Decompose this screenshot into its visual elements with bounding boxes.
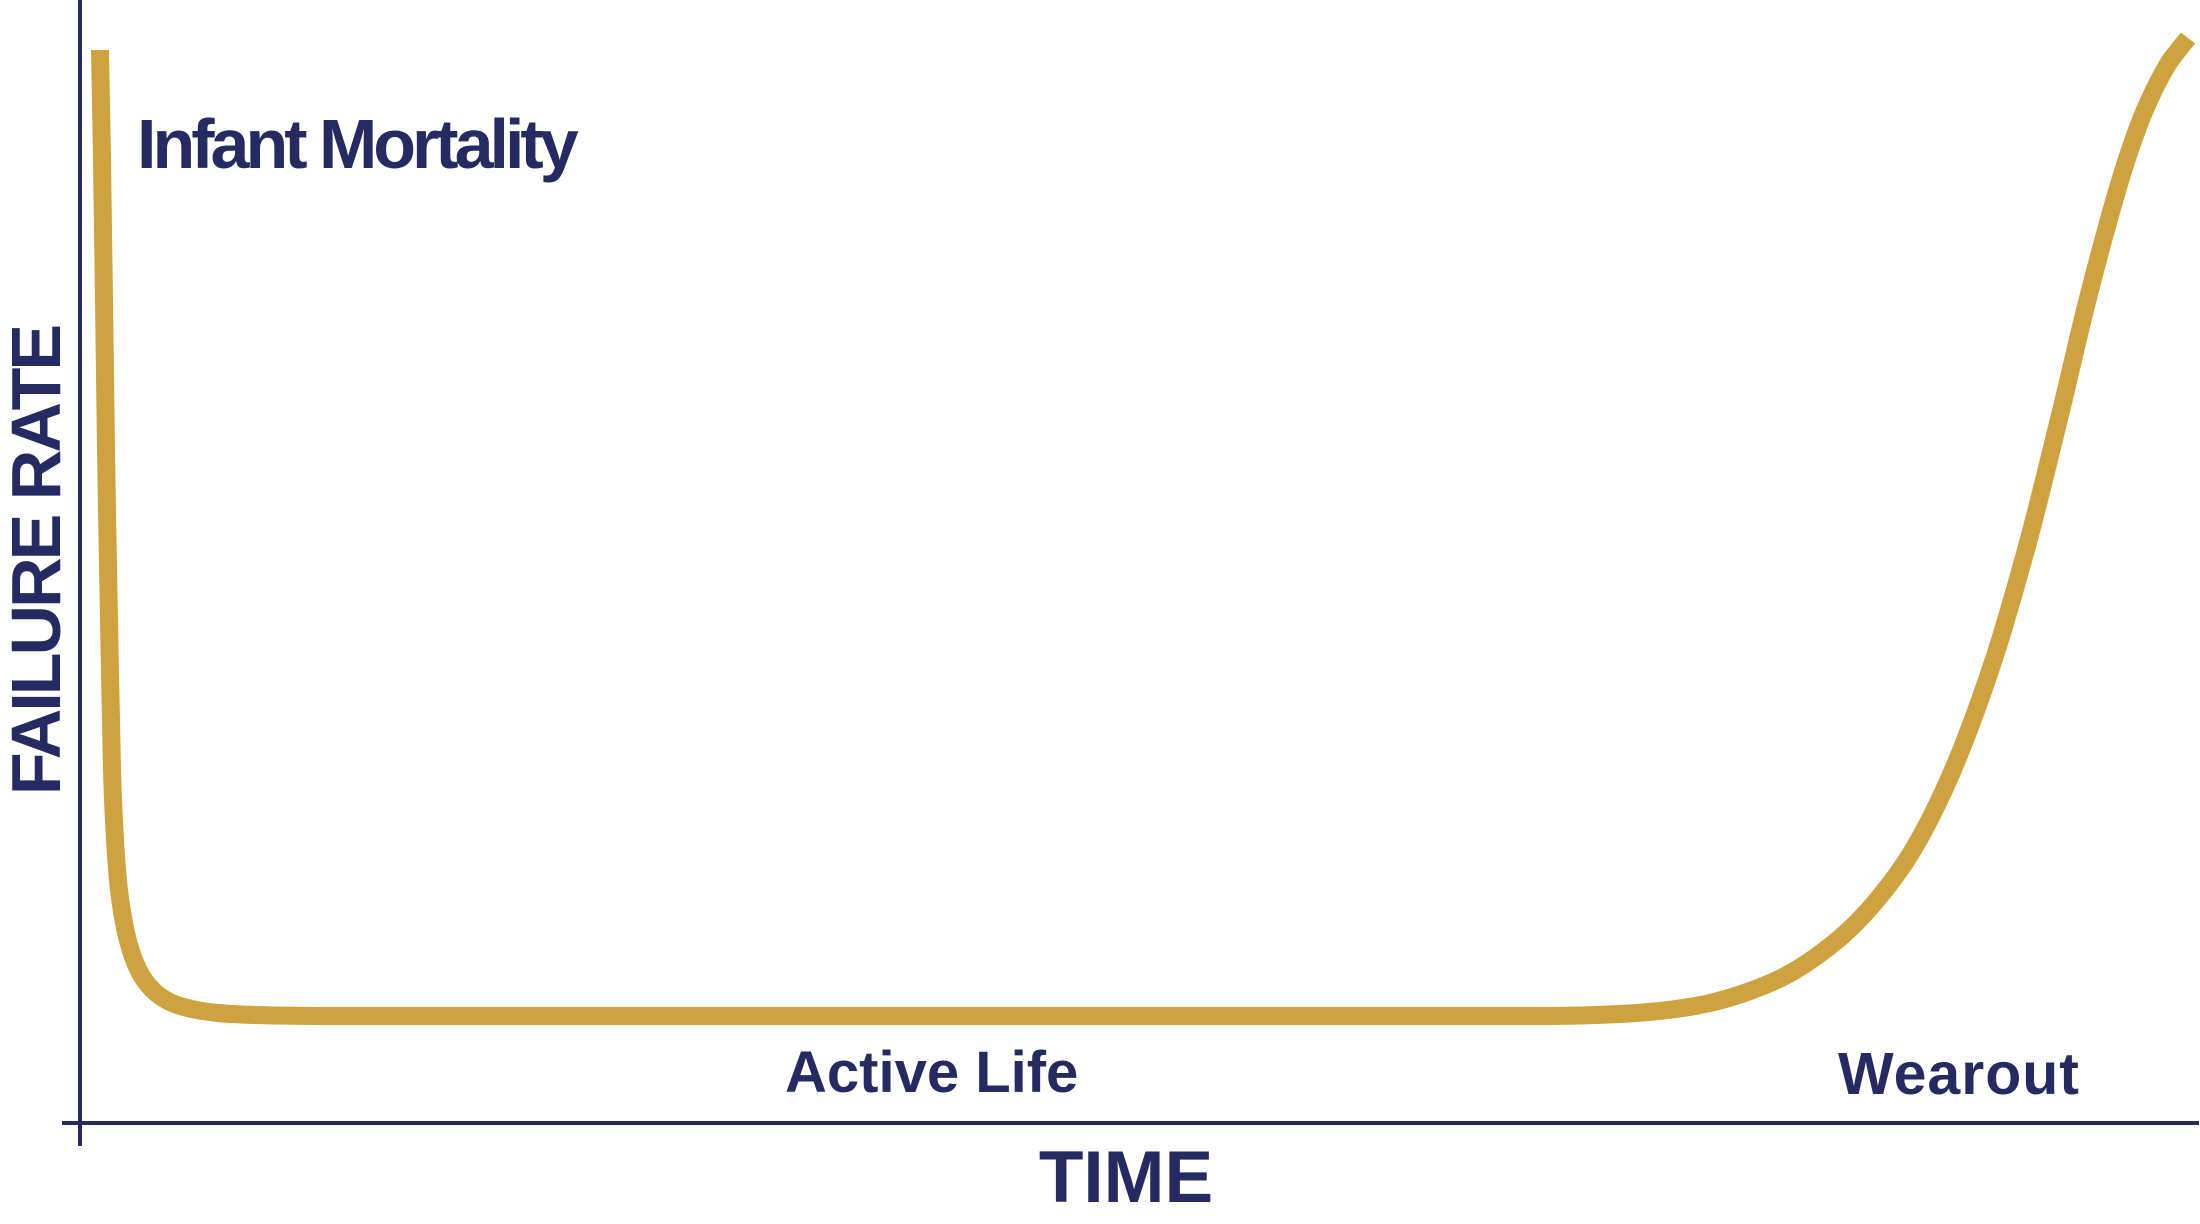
failure-rate-curve	[91, 32, 2196, 1026]
annotation-infant-mortality: Infant Mortality	[137, 105, 579, 183]
x-axis-title: TIME	[1038, 1137, 1214, 1218]
annotation-wearout: Wearout	[1838, 1041, 2080, 1107]
annotation-active-life: Active Life	[785, 1040, 1079, 1105]
y-axis-title: FAILURE RATE	[0, 326, 75, 796]
